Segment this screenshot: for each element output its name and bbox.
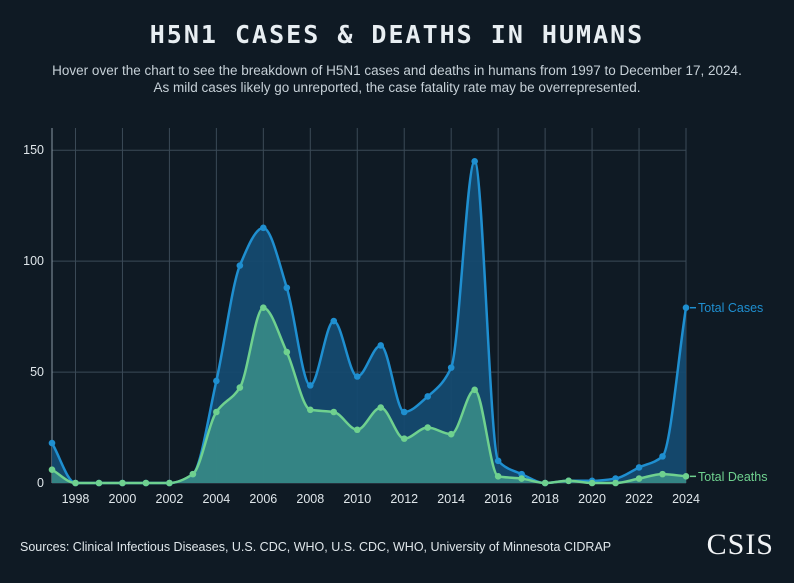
x-tick-label: 2002 bbox=[156, 492, 184, 506]
x-tick-label: 1998 bbox=[62, 492, 90, 506]
cases-point bbox=[306, 382, 314, 389]
deaths-point bbox=[213, 408, 220, 416]
x-tick-label: 2012 bbox=[390, 492, 418, 506]
x-tick-label: 2006 bbox=[249, 492, 277, 506]
csis-logo: CSIS bbox=[706, 528, 774, 561]
deaths-point bbox=[494, 473, 502, 480]
cases-point bbox=[447, 364, 455, 371]
y-tick-label: 0 bbox=[37, 476, 44, 490]
cases-point bbox=[494, 457, 502, 465]
deaths-legend-label: Total Deaths bbox=[698, 470, 767, 484]
x-tick-label: 2000 bbox=[109, 492, 137, 506]
cases-point bbox=[260, 224, 267, 232]
x-tick-label: 2014 bbox=[437, 492, 465, 506]
cases-point bbox=[283, 284, 291, 292]
cases-point bbox=[377, 342, 385, 349]
deaths-point bbox=[565, 477, 572, 485]
cases-point bbox=[635, 464, 643, 471]
chart-title: H5N1 CASES & DEATHS IN HUMANS bbox=[149, 20, 645, 49]
deaths-point bbox=[189, 470, 197, 478]
x-tick-label: 2008 bbox=[296, 492, 324, 506]
deaths-point bbox=[166, 479, 173, 487]
subtitle-line-1: Hover over the chart to see the breakdow… bbox=[52, 63, 742, 78]
deaths-point bbox=[471, 386, 478, 394]
sources-note: Sources: Clinical Infectious Diseases, U… bbox=[20, 540, 612, 554]
y-tick-label: 50 bbox=[30, 365, 44, 379]
cases-point bbox=[213, 377, 220, 385]
chart-subtitle: Hover over the chart to see the breakdow… bbox=[20, 62, 774, 96]
cases-point bbox=[236, 262, 244, 269]
x-tick-label: 2018 bbox=[531, 492, 559, 506]
x-tick-label: 2016 bbox=[484, 492, 512, 506]
cases-point bbox=[48, 439, 56, 447]
deaths-point bbox=[682, 473, 690, 480]
deaths-point bbox=[588, 479, 596, 487]
cases-point bbox=[353, 373, 361, 380]
deaths-point bbox=[95, 479, 103, 487]
deaths-point bbox=[142, 479, 150, 487]
deaths-point bbox=[377, 404, 385, 411]
cases-point bbox=[659, 453, 666, 460]
cases-point bbox=[682, 304, 690, 312]
deaths-point bbox=[659, 470, 666, 478]
deaths-area bbox=[52, 307, 686, 483]
deaths-point bbox=[612, 479, 619, 487]
deaths-point bbox=[283, 348, 291, 356]
y-tick-label: 100 bbox=[23, 254, 44, 268]
cases-point bbox=[471, 157, 478, 165]
x-tick-label: 2004 bbox=[202, 492, 230, 506]
y-tick-label: 150 bbox=[23, 143, 44, 157]
deaths-point bbox=[48, 466, 56, 473]
cases-point bbox=[330, 317, 338, 325]
deaths-point bbox=[260, 304, 267, 312]
deaths-point bbox=[541, 479, 549, 487]
cases-point bbox=[400, 408, 408, 416]
deaths-line bbox=[51, 306, 687, 485]
deaths-point bbox=[236, 384, 244, 391]
deaths-point bbox=[330, 408, 338, 416]
cases-point bbox=[424, 393, 432, 400]
x-tick-label: 2024 bbox=[672, 492, 700, 506]
deaths-point bbox=[353, 426, 361, 434]
subtitle-line-2: As mild cases likely go unreported, the … bbox=[153, 80, 641, 95]
x-tick-label: 2010 bbox=[343, 492, 371, 506]
cases-legend-label: Total Cases bbox=[698, 301, 763, 315]
deaths-point bbox=[518, 475, 525, 482]
x-tick-label: 2020 bbox=[578, 492, 606, 506]
deaths-point bbox=[635, 475, 643, 482]
deaths-point bbox=[306, 406, 314, 414]
deaths-point bbox=[447, 430, 455, 438]
deaths-point bbox=[400, 435, 408, 442]
x-tick-label: 2022 bbox=[625, 492, 653, 506]
deaths-point bbox=[424, 424, 432, 431]
deaths-point bbox=[119, 479, 126, 487]
deaths-point bbox=[72, 479, 79, 487]
